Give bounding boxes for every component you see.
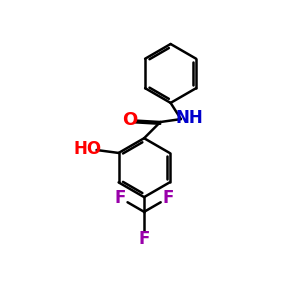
Text: O: O (122, 111, 138, 129)
Text: F: F (115, 189, 126, 207)
Text: F: F (162, 189, 173, 207)
Text: HO: HO (73, 140, 101, 158)
Text: NH: NH (175, 109, 203, 127)
Text: F: F (138, 230, 150, 248)
